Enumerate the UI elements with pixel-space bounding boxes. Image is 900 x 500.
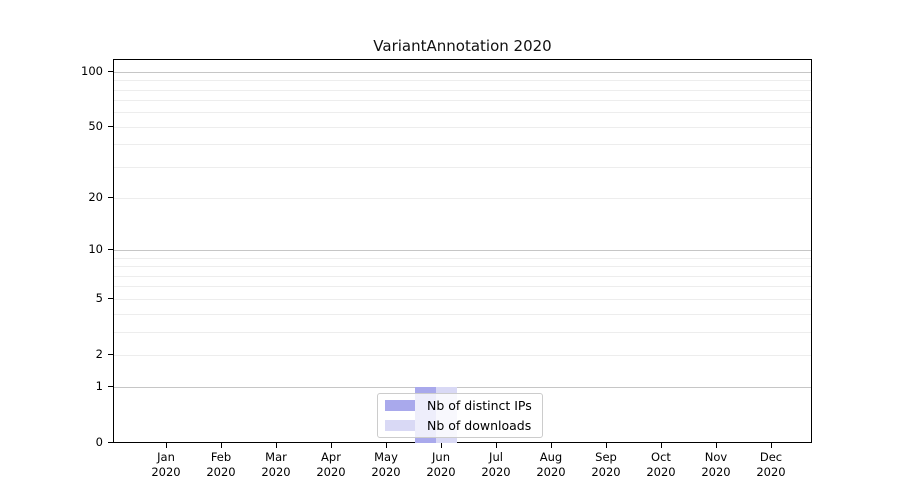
x-tick <box>221 443 223 448</box>
x-tick-month: Feb <box>210 450 232 464</box>
minor-gridline <box>114 112 811 114</box>
minor-gridline <box>114 331 811 333</box>
x-tick-label: Aug 2020 <box>523 450 579 480</box>
minor-gridline <box>114 313 811 315</box>
legend-swatch-downloads <box>385 420 415 431</box>
major-gridline <box>114 71 811 73</box>
y-tick-label: 20 <box>88 190 103 205</box>
x-tick <box>441 443 443 448</box>
y-tick <box>108 249 113 251</box>
x-tick <box>661 443 663 448</box>
legend-item-downloads: Nb of downloads <box>385 418 542 434</box>
x-tick-month: Mar <box>265 450 287 464</box>
x-tick-label: Oct 2020 <box>633 450 689 480</box>
x-tick-month: Jun <box>432 450 450 464</box>
y-tick <box>108 386 113 388</box>
x-tick-year: 2020 <box>591 465 621 479</box>
x-tick-month: Oct <box>651 450 671 464</box>
y-tick-label: 5 <box>95 290 103 305</box>
y-tick-label: 10 <box>88 242 103 257</box>
x-tick-month: Dec <box>759 450 783 464</box>
y-tick <box>108 353 113 355</box>
x-tick <box>166 443 168 448</box>
x-tick-label: Apr 2020 <box>303 450 359 480</box>
y-tick-label: 2 <box>95 346 103 361</box>
y-tick-label: 0 <box>95 435 103 449</box>
minor-gridline <box>114 354 811 356</box>
chart-title: VariantAnnotation 2020 <box>373 37 552 55</box>
minor-gridline <box>114 257 811 259</box>
legend-label-downloads: Nb of downloads <box>427 418 532 433</box>
x-tick <box>716 443 718 448</box>
x-tick <box>276 443 278 448</box>
x-tick-label: Dec 2020 <box>743 450 799 480</box>
y-tick <box>108 442 113 444</box>
minor-gridline <box>114 100 811 102</box>
x-tick-label: Mar 2020 <box>248 450 304 480</box>
y-tick-label: 100 <box>81 63 103 78</box>
x-tick-month: Nov <box>704 450 728 464</box>
x-tick-month: Jan <box>157 450 175 464</box>
x-tick-label: Feb 2020 <box>193 450 249 480</box>
x-tick-year: 2020 <box>316 465 346 479</box>
legend-label-distinct-ips: Nb of distinct IPs <box>427 398 532 413</box>
minor-gridline <box>114 126 811 128</box>
x-tick-label: Jun 2020 <box>413 450 469 480</box>
x-tick-year: 2020 <box>701 465 731 479</box>
minor-gridline <box>114 166 811 168</box>
x-tick-year: 2020 <box>261 465 291 479</box>
minor-gridline <box>114 144 811 146</box>
x-tick-year: 2020 <box>151 465 181 479</box>
x-tick-year: 2020 <box>756 465 786 479</box>
x-tick-month: Jul <box>489 450 503 464</box>
x-tick <box>606 443 608 448</box>
x-tick <box>496 443 498 448</box>
minor-gridline <box>114 298 811 300</box>
x-tick-year: 2020 <box>481 465 511 479</box>
x-tick-label: Jul 2020 <box>468 450 524 480</box>
y-tick <box>108 70 113 72</box>
plot-area <box>113 59 812 443</box>
legend-swatch-distinct-ips <box>385 400 415 411</box>
x-tick-month: May <box>374 450 398 464</box>
y-tick-label: 50 <box>88 118 103 133</box>
major-gridline <box>114 387 811 389</box>
x-tick-label: May 2020 <box>358 450 414 480</box>
legend: Nb of distinct IPs Nb of downloads <box>377 393 543 438</box>
x-tick-year: 2020 <box>206 465 236 479</box>
y-tick <box>108 297 113 300</box>
minor-gridline <box>114 80 811 82</box>
x-tick-month: Sep <box>595 450 617 464</box>
x-tick-year: 2020 <box>371 465 401 479</box>
x-tick-year: 2020 <box>426 465 456 479</box>
minor-gridline <box>114 266 811 268</box>
x-tick-label: Jan 2020 <box>138 450 194 480</box>
minor-gridline <box>114 286 811 288</box>
x-tick <box>551 443 553 448</box>
x-tick <box>771 443 773 448</box>
x-tick-month: Apr <box>321 450 341 464</box>
x-tick <box>331 443 333 448</box>
y-tick <box>108 197 113 199</box>
x-tick <box>386 443 388 448</box>
x-tick-year: 2020 <box>646 465 676 479</box>
y-tick-label: 1 <box>95 379 103 394</box>
minor-gridline <box>114 89 811 91</box>
minor-gridline <box>114 275 811 277</box>
legend-item-distinct-ips: Nb of distinct IPs <box>385 398 542 414</box>
x-tick-year: 2020 <box>536 465 566 479</box>
major-gridline <box>114 250 811 252</box>
y-tick <box>108 125 113 127</box>
x-tick-label: Nov 2020 <box>688 450 744 480</box>
x-tick-month: Aug <box>539 450 563 464</box>
minor-gridline <box>114 198 811 200</box>
x-tick-label: Sep 2020 <box>578 450 634 480</box>
